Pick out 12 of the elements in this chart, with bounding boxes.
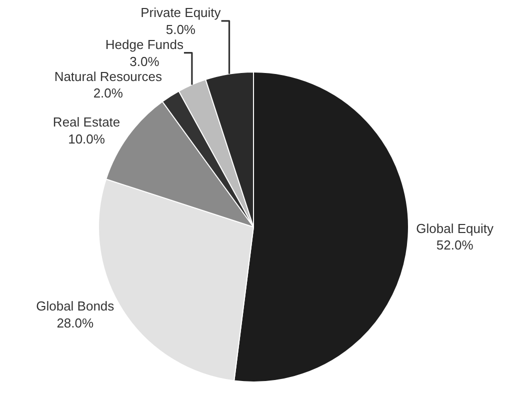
slice-label: Natural Resources (54, 68, 162, 84)
data-label: 3.0% (130, 54, 160, 69)
slice-label: Global Equity (416, 220, 494, 236)
data-label: 2.0% (93, 86, 124, 101)
slice-label: Private Equity (140, 5, 222, 20)
slice-label: Global Bonds (36, 298, 115, 314)
data-label: 5.0% (166, 22, 196, 37)
slice-label: Real Estate (52, 114, 120, 130)
data-label: 28.0% (56, 316, 94, 331)
data-label: 10.0% (68, 131, 106, 146)
data-label: 52.0% (436, 238, 474, 253)
slice-label: Hedge Funds (105, 36, 184, 52)
